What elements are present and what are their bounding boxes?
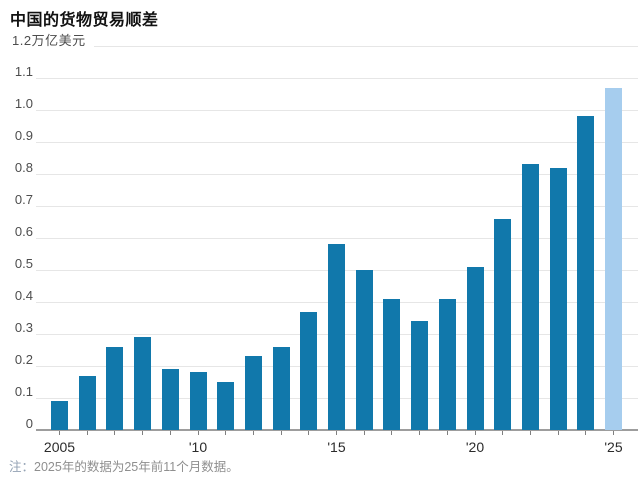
bar-2010 <box>189 372 207 430</box>
y-tick-label: 0.2 <box>14 352 33 367</box>
bar-2025 <box>605 87 622 430</box>
gridline <box>36 78 638 79</box>
x-tick-label-10: '10 <box>188 439 208 455</box>
x-tick-2019 <box>446 431 448 435</box>
x-tick-2007 <box>114 431 116 435</box>
bar-2018 <box>411 321 429 430</box>
x-tick-2022 <box>529 431 531 435</box>
bar-2023 <box>549 167 567 430</box>
plot-area <box>36 46 638 430</box>
x-tick-2018 <box>419 431 421 435</box>
y-axis-unit-label: 1.2万亿美元 <box>12 30 94 49</box>
x-tick-label-25: '25 <box>604 439 623 455</box>
bar-2012 <box>244 356 262 430</box>
bar-2009 <box>161 369 179 430</box>
y-tick-label: 0.6 <box>14 224 33 239</box>
bar-2008 <box>134 337 152 430</box>
gridline <box>36 142 638 143</box>
bar-2014 <box>300 311 318 430</box>
x-tick-2010 <box>197 431 199 435</box>
x-tick-label-2005: 2005 <box>43 439 76 455</box>
x-tick-2024 <box>585 431 587 435</box>
x-tick-2020 <box>474 431 476 435</box>
x-tick-2012 <box>252 431 254 435</box>
x-tick-label-20: '20 <box>465 439 485 455</box>
bar-2005 <box>51 401 68 430</box>
y-tick-label: 0.1 <box>14 384 33 399</box>
footnote-prefix: 注： <box>9 460 35 474</box>
bar-2020 <box>466 266 484 430</box>
x-tick-2013 <box>280 431 282 435</box>
gridline <box>36 238 638 239</box>
x-tick-2008 <box>142 431 144 435</box>
y-tick-label: 0.5 <box>14 256 33 271</box>
x-tick-2016 <box>363 431 365 435</box>
y-tick-label: 0 <box>25 416 33 431</box>
x-tick-2006 <box>86 431 88 435</box>
bar-2019 <box>438 298 456 430</box>
bar-2006 <box>78 375 96 430</box>
x-tick-2005 <box>59 431 60 435</box>
y-tick-label: 1.1 <box>14 64 33 79</box>
x-tick-2011 <box>225 431 227 435</box>
bar-2016 <box>355 270 373 430</box>
gridline <box>36 46 638 47</box>
bar-2015 <box>328 244 345 430</box>
x-tick-2014 <box>308 431 310 435</box>
x-tick-2025 <box>613 431 614 435</box>
x-tick-2009 <box>169 431 171 435</box>
chart-title: 中国的货物贸易顺差 <box>10 12 159 29</box>
y-tick-label: 1.0 <box>14 96 33 111</box>
bar-2007 <box>106 346 124 430</box>
x-tick-2015 <box>336 431 337 435</box>
y-tick-label: 0.3 <box>14 320 33 335</box>
gridline <box>36 174 638 175</box>
bar-2024 <box>577 116 595 430</box>
gridline <box>36 206 638 207</box>
y-tick-label: 0.9 <box>14 128 33 143</box>
x-tick-2023 <box>557 431 559 435</box>
x-axis-line <box>36 429 638 431</box>
x-tick-label-15: '15 <box>327 439 346 455</box>
bar-2017 <box>383 298 401 430</box>
bar-2021 <box>494 218 512 430</box>
x-tick-2021 <box>502 431 504 435</box>
y-tick-label: 0.8 <box>14 160 33 175</box>
gridline <box>36 110 638 111</box>
bar-2013 <box>272 346 290 430</box>
y-tick-label: 0.4 <box>14 288 33 303</box>
footnote: 注：2025年的数据为25年前11个月数据。 <box>9 459 239 475</box>
y-tick-label: 0.7 <box>14 192 33 207</box>
x-tick-2017 <box>391 431 393 435</box>
bar-2011 <box>217 382 235 430</box>
bar-2022 <box>521 164 539 430</box>
footnote-body: 2025年的数据为25年前11个月数据。 <box>34 460 239 474</box>
